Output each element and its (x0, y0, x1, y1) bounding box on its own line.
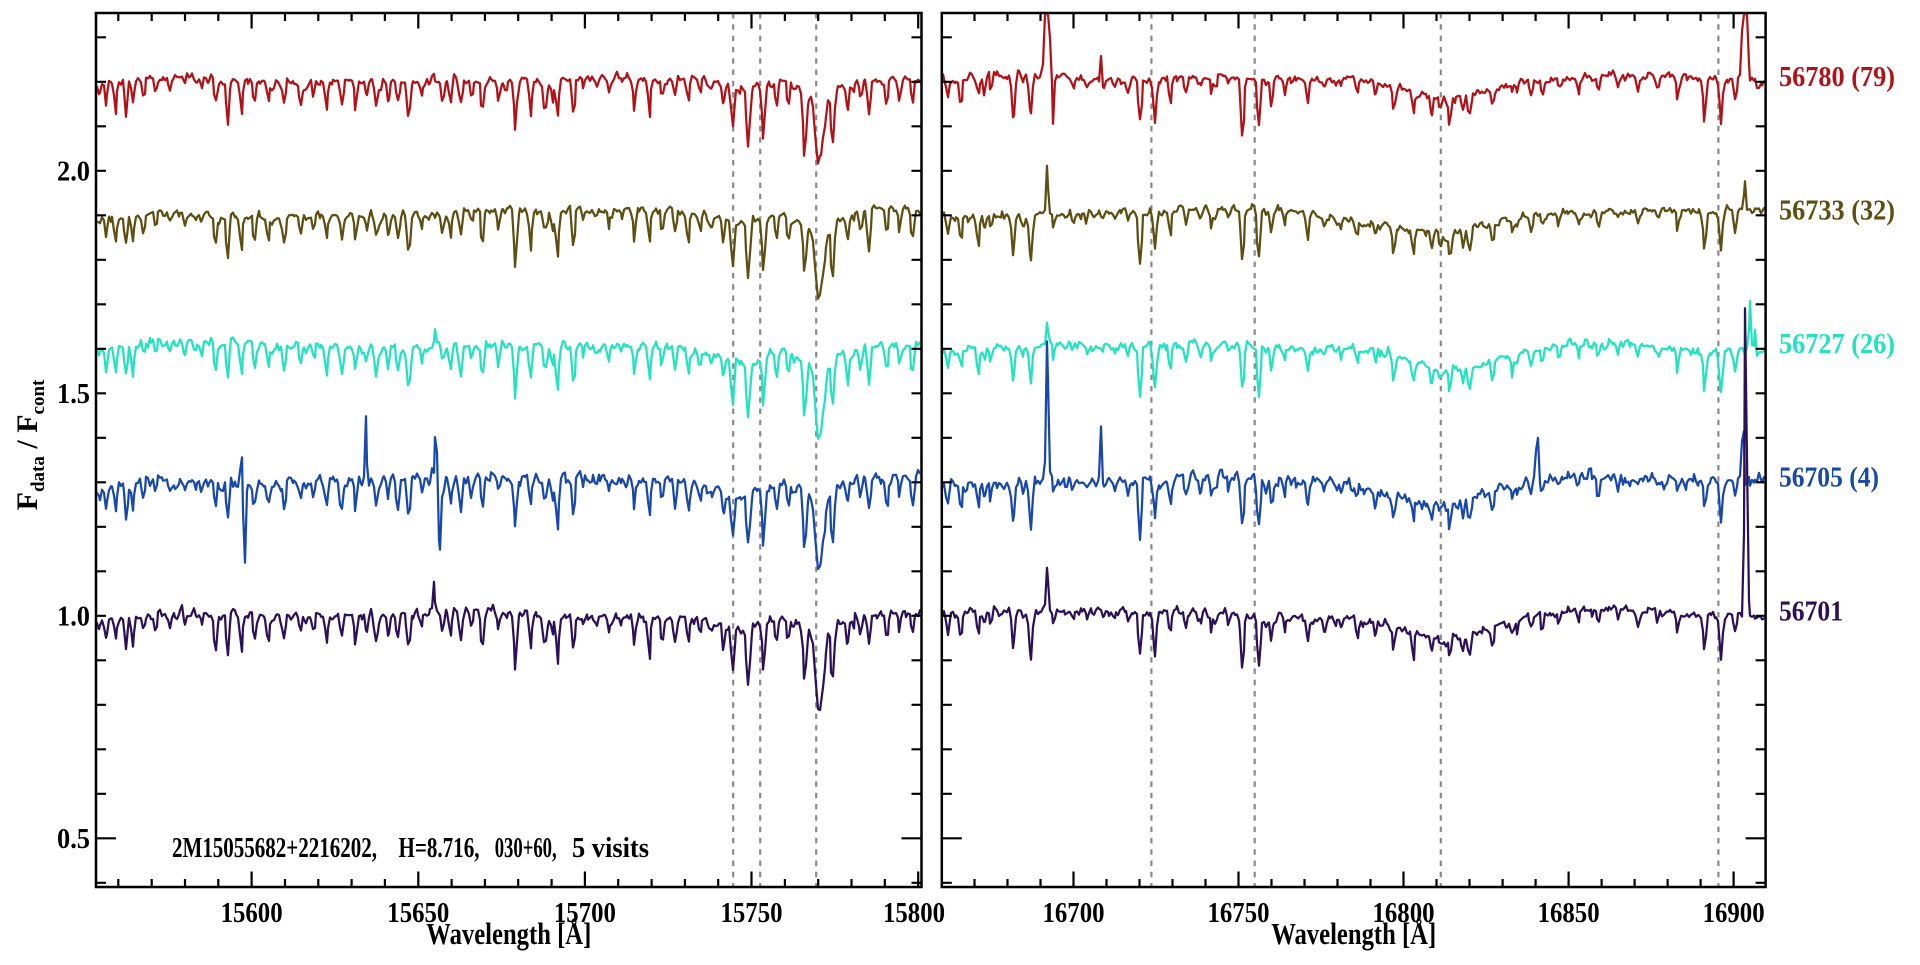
svg-text:16900: 16900 (1703, 897, 1765, 929)
svg-text:16750: 16750 (1208, 897, 1270, 929)
svg-text:15650: 15650 (387, 897, 449, 929)
svg-text:1.5: 1.5 (57, 378, 90, 410)
svg-text:15600: 15600 (221, 897, 283, 929)
svg-text:2.0: 2.0 (57, 156, 90, 188)
svg-text:16700: 16700 (1043, 897, 1105, 929)
svg-text:16850: 16850 (1538, 897, 1600, 929)
svg-text:15700: 15700 (554, 897, 616, 929)
svg-text:56780 (79): 56780 (79) (1779, 61, 1895, 93)
svg-text:Wavelength [Å]: Wavelength [Å] (426, 916, 591, 951)
svg-text:56727 (26): 56727 (26) (1779, 328, 1895, 360)
svg-text:H=8.716,: H=8.716, (399, 833, 480, 864)
svg-text:56733 (32): 56733 (32) (1779, 194, 1895, 226)
svg-text:16800: 16800 (1373, 897, 1435, 929)
svg-text:0.5: 0.5 (57, 823, 90, 855)
svg-text:Fdata / Fcont: Fdata / Fcont (11, 379, 49, 510)
svg-text:15750: 15750 (721, 897, 783, 929)
svg-text:5 visits: 5 visits (572, 833, 649, 864)
svg-text:030+60,: 030+60, (495, 833, 557, 864)
svg-text:1.0: 1.0 (57, 601, 90, 633)
svg-text:56701: 56701 (1779, 596, 1843, 628)
svg-text:15800: 15800 (883, 897, 945, 929)
svg-text:56705 (4): 56705 (4) (1779, 461, 1879, 493)
svg-text:Wavelength [Å]: Wavelength [Å] (1271, 916, 1436, 951)
svg-text:2M15055682+2216202,: 2M15055682+2216202, (172, 833, 377, 864)
